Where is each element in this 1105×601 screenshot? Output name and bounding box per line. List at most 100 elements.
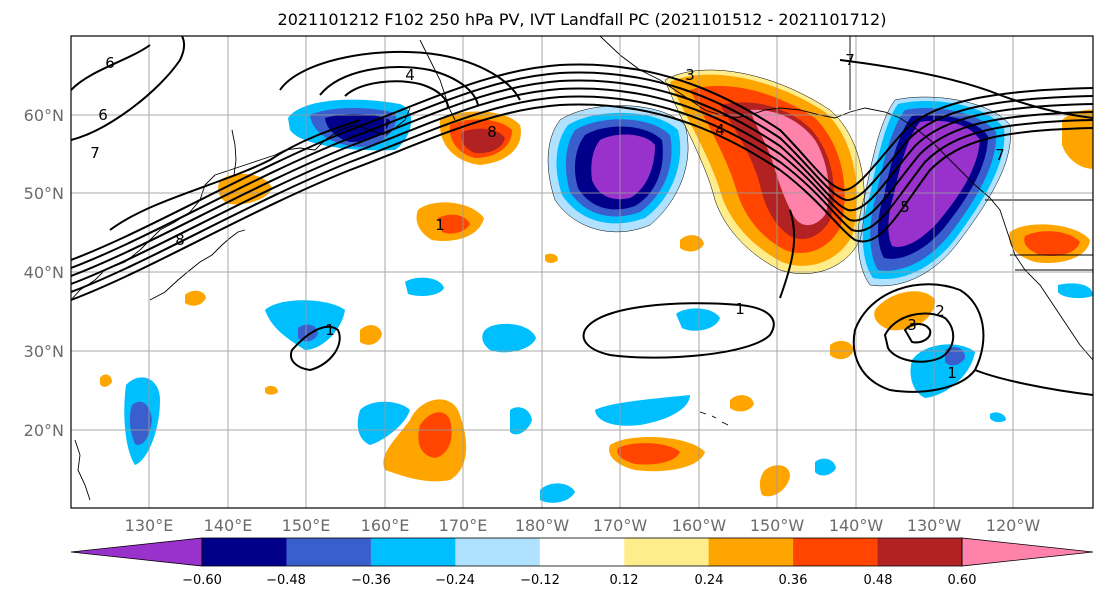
colorbar-frame <box>201 537 963 567</box>
contour-label: 1 <box>325 321 335 339</box>
contour-label: 8 <box>175 231 185 249</box>
lat-tick-label: 30°N <box>24 342 64 361</box>
colorbar-tick-label: −0.36 <box>351 573 391 588</box>
gridlines <box>71 36 1093 508</box>
colorbar-segments <box>71 538 1093 566</box>
pv-negative-region <box>482 323 536 353</box>
ivt-contour <box>839 59 1093 119</box>
pv-positive-region <box>185 290 206 306</box>
colorbar-tick-label: 0.48 <box>864 573 893 588</box>
colorbar-ticks: −0.60 −0.48 −0.36 −0.24 −0.12 0.12 0.24 … <box>182 573 976 588</box>
border-us-states <box>1010 254 1093 271</box>
lat-axis: 20°N 30°N 40°N 50°N 60°N <box>24 106 64 440</box>
lon-tick-label: 140°W <box>829 516 884 535</box>
pv-positive-region <box>759 465 790 497</box>
pv-outline <box>547 105 689 233</box>
contour-label-layer: 6 6 7 4 8 1 1 1 7 2 3 1 8 5 4 3 7 <box>90 51 1005 382</box>
lon-tick-label: 150°E <box>282 516 331 535</box>
colorbar-segment <box>793 538 879 566</box>
contour-label: 3 <box>685 66 695 84</box>
lon-tick-label: 130°W <box>907 516 962 535</box>
colorbar-tick-label: −0.48 <box>266 573 306 588</box>
pv-positive-region <box>874 291 935 331</box>
coastline-kamchatka <box>419 39 456 121</box>
contour-label: 1 <box>947 364 957 382</box>
lon-tick-label: 120°W <box>986 516 1041 535</box>
ivt-contour <box>109 119 361 231</box>
coastline-sakhalin <box>231 129 237 176</box>
pv-positive-region <box>100 374 112 387</box>
pv-negative-region <box>676 308 720 331</box>
ivt-contour <box>883 312 955 363</box>
colorbar: −0.60 −0.48 −0.36 −0.24 −0.12 0.12 0.24 … <box>70 537 1094 588</box>
contour-label: 4 <box>715 121 725 139</box>
coastline-hawaii <box>699 411 729 426</box>
colorbar-segment <box>877 538 963 566</box>
lon-tick-label: 180°W <box>515 516 570 535</box>
colorbar-tick-label: −0.60 <box>182 573 222 588</box>
coastline-japan <box>149 229 246 301</box>
ivt-contour <box>71 44 151 91</box>
lat-tick-label: 50°N <box>24 184 64 203</box>
map-panel: 6 6 7 4 8 1 1 1 7 2 3 1 8 5 4 3 7 <box>70 35 1094 509</box>
pv-negative-region <box>815 458 836 476</box>
lon-tick-label: 170°W <box>593 516 648 535</box>
pv-negative-region <box>405 277 444 296</box>
contour-label: 1 <box>735 300 745 318</box>
colorbar-tick-label: 0.60 <box>948 573 977 588</box>
colorbar-tick-label: 0.36 <box>779 573 808 588</box>
contour-label: 6 <box>98 106 108 124</box>
lon-tick-label: 140°E <box>204 516 253 535</box>
ivt-contour <box>71 95 1093 293</box>
lon-tick-label: 150°W <box>750 516 805 535</box>
pv-positive-region <box>265 385 278 395</box>
colorbar-tick-label: 0.24 <box>695 573 724 588</box>
pv-positive-region <box>461 128 505 154</box>
pv-positive-region <box>730 395 754 412</box>
ivt-contours <box>71 36 1093 396</box>
contour-label: 5 <box>900 198 910 216</box>
contour-label: 3 <box>907 316 917 334</box>
contour-label: 2 <box>935 302 945 320</box>
coastline-na-west <box>999 209 1093 361</box>
pv-outline <box>857 96 1011 287</box>
lat-tick-label: 60°N <box>24 106 64 125</box>
contour-label: 7 <box>995 146 1005 164</box>
colorbar-tick-label: −0.12 <box>520 573 560 588</box>
lon-tick-label: 160°E <box>361 516 410 535</box>
pv-outline <box>664 69 865 274</box>
pv-positive-region <box>617 443 680 465</box>
ivt-contour <box>779 209 796 299</box>
contour-label: 1 <box>435 216 445 234</box>
map-frame <box>70 35 1094 509</box>
figure-title: 2021101212 F102 250 hPa PV, IVT Landfall… <box>278 10 887 29</box>
coastline-alaska <box>599 36 1001 211</box>
lon-tick-label: 130°E <box>125 516 174 535</box>
ivt-contour <box>71 79 1093 277</box>
pv-positive-region <box>360 325 382 345</box>
pv-positive-region <box>1062 109 1093 169</box>
coastline-philippines <box>74 439 91 501</box>
coastline-asia <box>71 107 411 301</box>
colorbar-segment <box>708 538 794 566</box>
pv-negative-region <box>540 483 575 503</box>
colorbar-segment <box>455 538 541 566</box>
ivt-contour <box>290 325 341 372</box>
pv-positive-region <box>218 173 272 205</box>
pv-positive-region <box>418 412 452 458</box>
pv-positive-region <box>438 214 470 234</box>
ivt-contour <box>71 63 1093 261</box>
pv-negative-region <box>545 253 558 263</box>
lon-tick-label: 170°E <box>439 516 488 535</box>
pv-positive-region <box>830 340 854 360</box>
contour-label: 4 <box>405 66 415 84</box>
colorbar-segment <box>539 538 625 566</box>
ivt-contour <box>279 50 521 101</box>
contour-label: 8 <box>487 123 497 141</box>
pv-positive-region <box>680 235 704 252</box>
pv-negative-region <box>595 395 690 426</box>
lon-axis: 130°E 140°E 150°E 160°E 170°E 180°W 170°… <box>125 516 1041 535</box>
pv-negative-region <box>945 347 965 366</box>
contour-label: 6 <box>105 54 115 72</box>
